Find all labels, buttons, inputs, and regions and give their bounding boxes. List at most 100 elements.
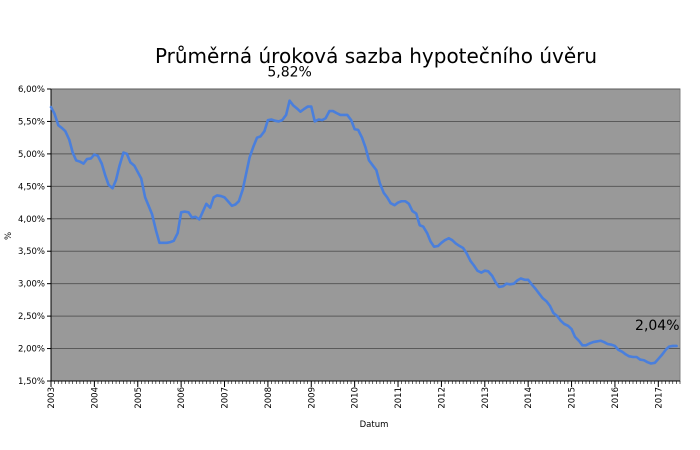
data-point [115,178,117,181]
data-point [60,127,63,129]
data-point [332,110,334,112]
data-point [491,274,494,277]
x-tick-label: 2006 [177,387,187,409]
data-point [407,202,410,205]
data-point [635,356,638,358]
data-point [440,241,443,244]
data-point [541,297,544,299]
data-point [310,105,313,108]
data-point [621,350,624,353]
data-point [241,188,244,191]
data-point [64,130,67,133]
data-point [548,304,551,307]
x-axis: 2003 2004 2005 2006 2007 2008 2009 2010 2011 2012… [47,380,681,409]
data-point [118,164,121,167]
x-tick-label: 2016 [611,387,621,409]
data-point [350,119,353,122]
x-tick-label: 2015 [568,387,578,409]
data-point [509,283,511,286]
data-point [650,362,652,365]
y-tick-label: 3,00% [18,280,45,290]
data-point [162,241,164,244]
data-point [328,110,331,112]
data-point [259,135,262,138]
data-point [382,191,385,194]
data-point [578,339,580,342]
data-point [567,324,569,327]
x-tick-label: 2014 [524,387,534,409]
data-point [422,225,425,228]
data-point [303,108,305,111]
data-point [418,224,421,227]
data-point [624,353,627,356]
data-point [632,356,635,358]
data-point [93,153,96,156]
x-tick-label: 2003 [47,387,57,409]
data-point [212,196,215,199]
data-point [429,240,432,243]
data-point [545,300,548,303]
data-point [639,358,641,361]
data-point [595,340,598,343]
data-point [397,201,399,204]
data-point [133,164,136,167]
data-point [151,213,153,216]
data-point [270,118,273,121]
data-point [158,241,161,244]
x-tick-label: 2009 [307,387,317,409]
data-point [643,359,645,362]
y-tick-label: 5,00% [18,150,45,160]
data-point [183,210,186,213]
data-point [317,118,320,121]
x-tick-label: 2011 [394,387,404,409]
data-point [285,114,288,116]
y-tick-label: 2,50% [18,312,45,322]
data-point [610,343,613,346]
x-tick-label: 2017 [654,387,664,409]
data-point [107,184,110,186]
data-point [111,187,114,190]
data-point [205,202,208,205]
data-point [176,232,179,234]
y-tick-label: 4,50% [18,182,45,192]
data-point [592,341,595,343]
data-point [530,283,533,286]
data-point [538,292,540,295]
data-point [122,151,125,154]
data-point [660,354,663,356]
data-point [237,200,240,203]
data-point [657,358,660,360]
data-point [426,232,428,234]
data-point [523,278,526,281]
data-point [216,194,219,197]
data-point [505,282,508,285]
data-point [353,128,356,131]
data-point [671,345,674,347]
data-point [187,211,190,214]
data-point [502,285,504,288]
data-point [519,277,522,280]
data-point [556,315,559,318]
data-point [248,156,251,159]
data-point [75,159,78,162]
data-point [234,203,237,206]
data-point [306,105,309,108]
data-point [299,110,302,113]
data-point [480,271,483,274]
data-point [165,241,168,244]
data-point [473,264,475,267]
data-point [364,146,367,149]
data-point [274,119,277,122]
data-point [169,241,172,244]
data-point [140,177,143,180]
y-axis-label: % [4,232,14,240]
data-point [447,237,450,240]
data-point [599,339,602,342]
gridlines [51,88,680,382]
data-point [220,195,222,197]
x-tick-label: 2004 [90,387,100,409]
x-tick-label: 2013 [481,387,491,409]
data-point [675,345,678,347]
data-point [267,119,269,122]
data-point [86,158,88,160]
